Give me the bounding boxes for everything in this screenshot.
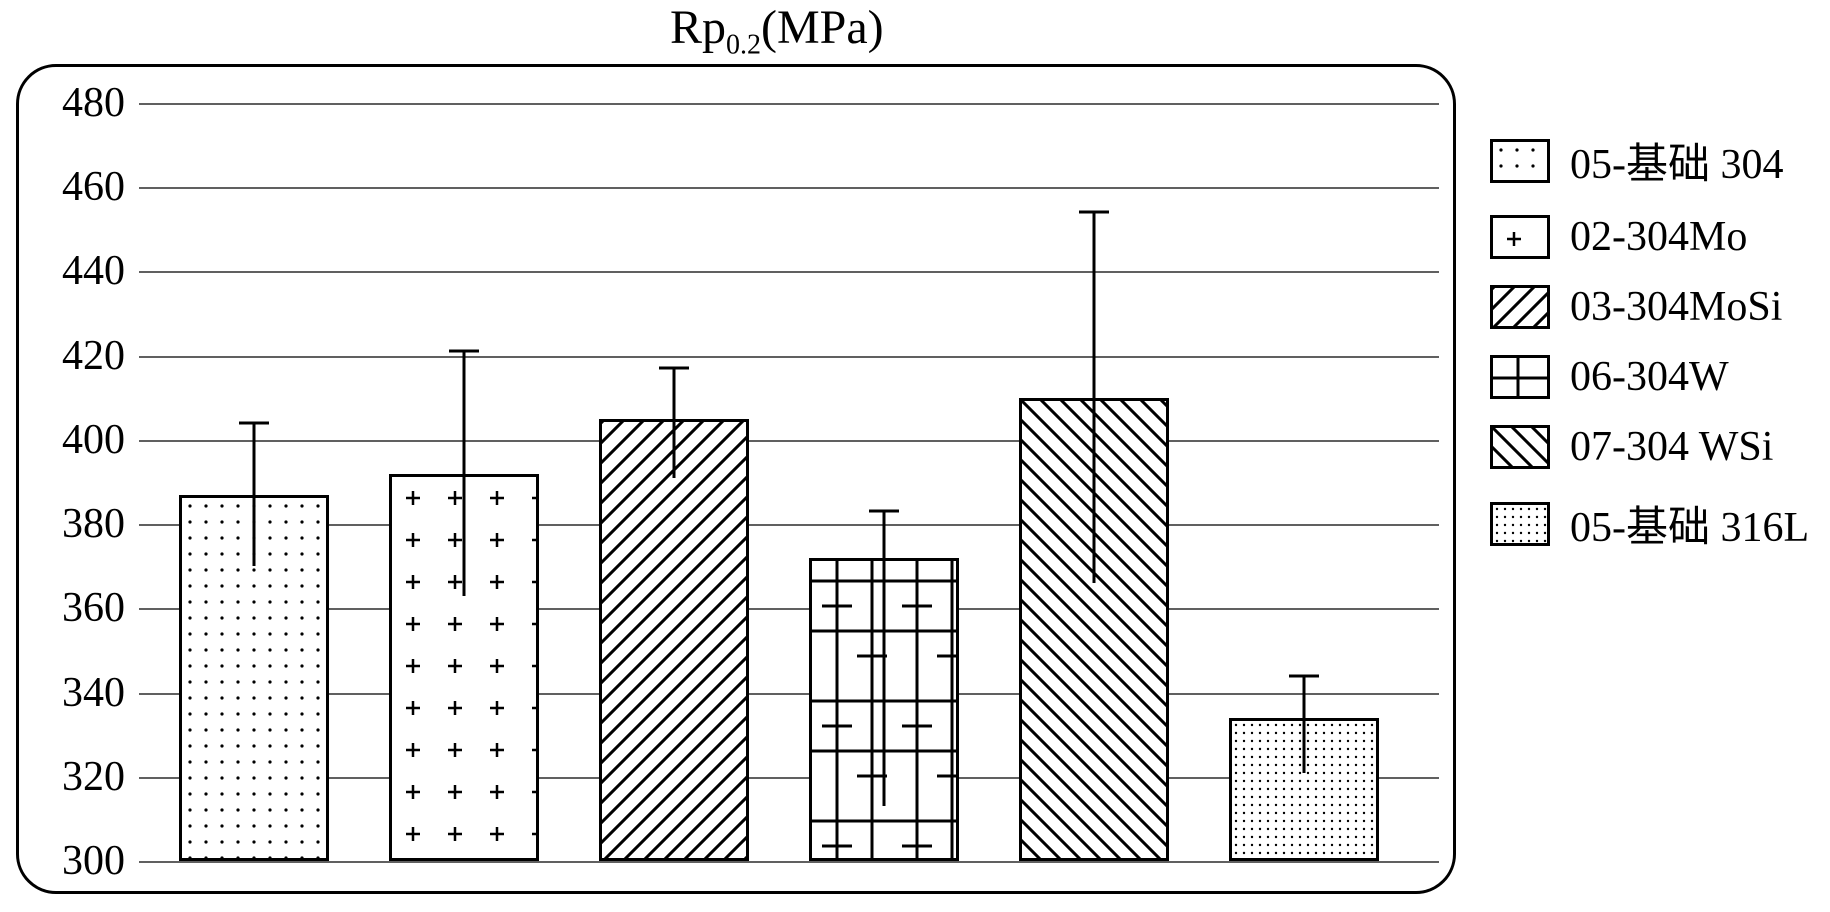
ytick-label: 440: [45, 247, 125, 295]
errorbar-cap: [659, 367, 689, 370]
ytick-label: 420: [45, 332, 125, 380]
errorbar: [883, 511, 886, 806]
bar-03-304mosi: [599, 419, 749, 861]
gridline: [139, 608, 1439, 610]
ytick-label: 360: [45, 584, 125, 632]
legend-item: 05-基础 316L: [1490, 493, 1809, 554]
ytick-label: 340: [45, 669, 125, 717]
legend-item: 07-304 WSi: [1490, 423, 1809, 471]
errorbar: [1093, 212, 1096, 583]
errorbar-cap: [1079, 211, 1109, 214]
legend-item: 03-304MoSi: [1490, 283, 1809, 331]
chart-frame: 300 320 340 360 380 400 420 440 460 480: [16, 64, 1456, 894]
legend-label: 02-304Mo: [1570, 213, 1747, 261]
legend-label: 06-304W: [1570, 353, 1729, 401]
errorbar-cap: [1289, 674, 1319, 677]
legend-label: 05-基础 316L: [1570, 493, 1809, 554]
legend-swatch: [1490, 425, 1550, 469]
legend-swatch: [1490, 285, 1550, 329]
errorbar: [253, 423, 256, 566]
legend-swatch: [1490, 502, 1550, 546]
ytick-label: 400: [45, 416, 125, 464]
legend: 05-基础 304 02-304Mo 03-304MoSi 06-304W 07-304…: [1490, 130, 1809, 576]
gridline: [139, 524, 1439, 526]
gridline: [139, 103, 1439, 105]
ytick-label: 380: [45, 500, 125, 548]
ytick-label: 300: [45, 837, 125, 885]
legend-label: 07-304 WSi: [1570, 423, 1773, 471]
plot-area: [139, 103, 1439, 861]
ytick-label: 460: [45, 163, 125, 211]
errorbar: [1303, 676, 1306, 773]
errorbar: [673, 368, 676, 477]
page-root: Rp0.2(MPa) 300 320 340 360 380 400 420 440 460 48…: [0, 0, 1830, 912]
ytick-label: 320: [45, 753, 125, 801]
errorbar-cap: [239, 422, 269, 425]
errorbar-cap: [869, 510, 899, 513]
chart-title: Rp0.2(MPa): [670, 0, 884, 62]
legend-item: 06-304W: [1490, 353, 1809, 401]
gridline: [139, 356, 1439, 358]
legend-item: 02-304Mo: [1490, 213, 1809, 261]
legend-swatch: [1490, 215, 1550, 259]
errorbar-cap: [449, 350, 479, 353]
legend-label: 05-基础 304: [1570, 130, 1784, 191]
gridline: [139, 187, 1439, 189]
legend-label: 03-304MoSi: [1570, 283, 1782, 331]
gridline: [139, 693, 1439, 695]
legend-swatch: [1490, 355, 1550, 399]
errorbar: [463, 351, 466, 595]
ytick-label: 480: [45, 79, 125, 127]
legend-item: 05-基础 304: [1490, 130, 1809, 191]
gridline: [139, 440, 1439, 442]
gridline: [139, 861, 1439, 863]
gridline: [139, 271, 1439, 273]
legend-swatch: [1490, 139, 1550, 183]
